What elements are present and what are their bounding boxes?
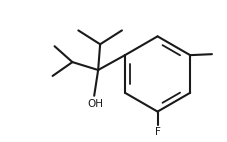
Text: F: F [155,127,160,137]
Text: OH: OH [87,99,103,109]
